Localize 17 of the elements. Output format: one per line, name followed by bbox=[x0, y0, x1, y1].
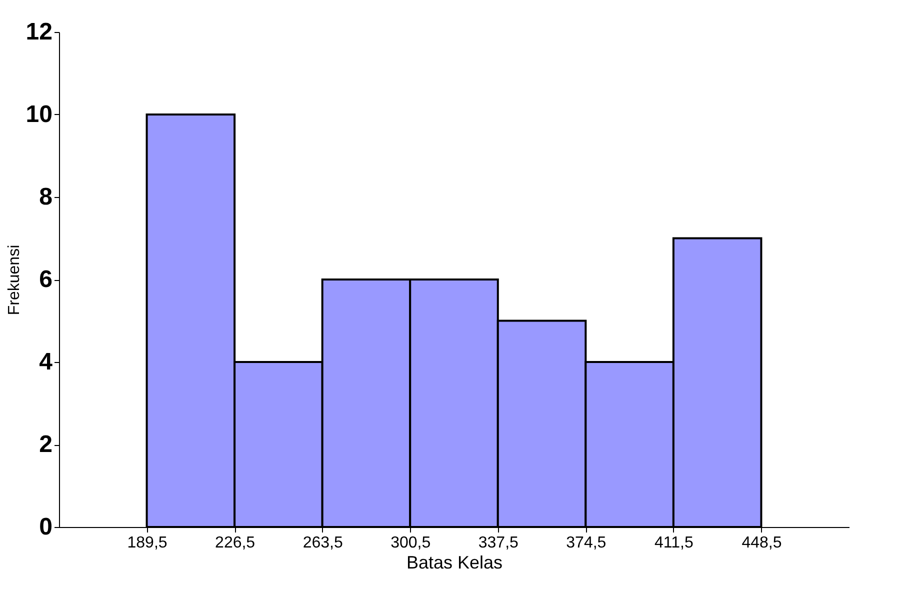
y-tick-label: 6 bbox=[39, 266, 52, 293]
x-tick-label: 411,5 bbox=[654, 534, 694, 552]
x-tick-label: 374,5 bbox=[566, 534, 606, 552]
y-tick-label: 10 bbox=[26, 101, 52, 128]
x-tick-label: 448,5 bbox=[742, 534, 782, 552]
y-axis-title: Frekuensi bbox=[6, 244, 23, 316]
x-tick-label: 263,5 bbox=[302, 534, 343, 552]
x-axis-title: Batas Kelas bbox=[406, 552, 503, 572]
x-tick-label: 300,5 bbox=[390, 534, 431, 552]
x-tick-label: 189,5 bbox=[127, 534, 168, 552]
y-tick-label: 12 bbox=[26, 18, 52, 46]
y-tick-label: 4 bbox=[39, 348, 54, 376]
y-tick-label: 0 bbox=[39, 514, 52, 540]
y-tick-label: 8 bbox=[39, 184, 52, 210]
y-tick-label: 2 bbox=[39, 431, 52, 458]
x-tick-label: 226,5 bbox=[215, 534, 256, 552]
x-tick-label: 337,5 bbox=[478, 534, 519, 552]
